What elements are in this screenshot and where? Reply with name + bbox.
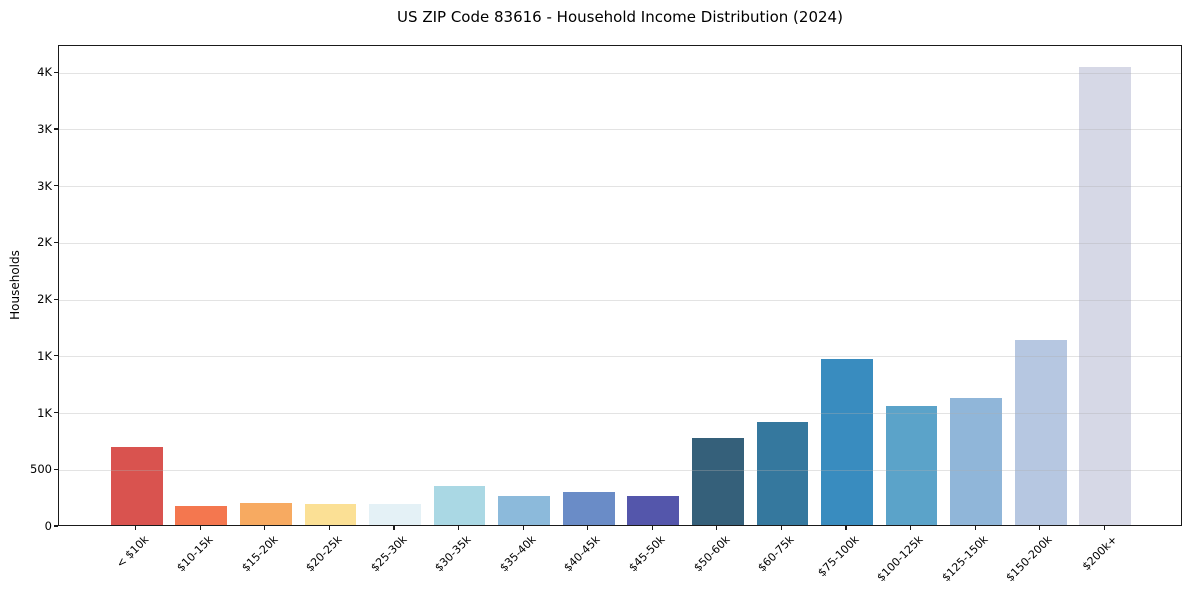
y-axis-label: Households xyxy=(8,250,22,320)
y-tick-mark xyxy=(54,128,58,130)
x-tick-label: $75-100k xyxy=(815,533,862,580)
bar xyxy=(369,504,421,525)
x-tick-label: $200k+ xyxy=(1079,533,1120,574)
x-tick-label: $15-20k xyxy=(238,533,281,575)
x-tick-mark xyxy=(264,526,266,530)
bar xyxy=(1079,66,1132,525)
gridline xyxy=(59,129,1181,131)
x-tick-mark xyxy=(845,526,847,530)
y-tick-mark xyxy=(54,525,58,527)
bar xyxy=(950,397,1002,525)
y-tick-mark xyxy=(54,468,58,470)
x-tick-mark xyxy=(393,526,395,530)
gridline xyxy=(59,356,1181,358)
x-tick-label: < $10k xyxy=(113,533,151,571)
bar xyxy=(562,492,615,525)
x-tick-label: $150-200k xyxy=(1003,533,1055,585)
x-tick-mark xyxy=(1039,526,1041,530)
x-tick-mark xyxy=(199,526,201,530)
x-tick-mark xyxy=(780,526,783,530)
x-tick-mark xyxy=(587,526,589,530)
gridline xyxy=(59,186,1181,188)
x-tick-mark xyxy=(457,526,460,530)
plot-area xyxy=(58,45,1182,526)
x-tick-mark xyxy=(1103,526,1105,530)
x-tick-label: $20-25k xyxy=(303,533,345,575)
y-tick-mark xyxy=(54,71,58,73)
x-tick-label: $45-50k xyxy=(626,533,668,575)
x-tick-mark xyxy=(974,526,976,530)
gridline xyxy=(59,469,1181,471)
bar xyxy=(1014,340,1067,525)
bar xyxy=(110,447,163,525)
x-tick-label: $30-35k xyxy=(432,533,474,575)
y-tick-mark xyxy=(54,355,58,357)
x-tick-label: $25-30k xyxy=(367,533,410,575)
bar xyxy=(433,485,486,525)
x-tick-mark xyxy=(522,526,524,530)
bar xyxy=(756,422,809,525)
x-tick-mark xyxy=(716,526,718,530)
y-tick-label: 2K xyxy=(37,292,52,307)
x-tick-label: $100-125k xyxy=(874,533,926,585)
gridline xyxy=(59,72,1181,74)
x-tick-mark xyxy=(135,526,137,530)
y-tick-label: 3K xyxy=(37,121,52,136)
y-tick-label: 1K xyxy=(37,348,52,363)
bar xyxy=(304,503,357,525)
bar xyxy=(821,359,873,525)
gridline xyxy=(59,299,1181,301)
gridline xyxy=(59,413,1181,415)
x-tick-mark xyxy=(909,526,912,530)
y-tick-mark xyxy=(54,241,58,243)
y-tick-label: 4K xyxy=(37,65,52,80)
x-tick-mark xyxy=(328,526,330,530)
x-tick-label: $35-40k xyxy=(497,533,539,575)
y-tick-mark xyxy=(54,185,58,187)
y-tick-label: 0 xyxy=(44,519,52,533)
x-tick-label: $40-45k xyxy=(561,533,603,575)
bar xyxy=(692,438,744,525)
y-tick-label: 1K xyxy=(37,405,52,420)
chart-title: US ZIP Code 83616 - Household Income Dis… xyxy=(397,8,843,26)
x-tick-label: $60-75k xyxy=(755,533,797,575)
y-tick-label: 2K xyxy=(37,235,52,250)
gridline xyxy=(59,242,1181,244)
bar xyxy=(627,495,680,525)
bar xyxy=(240,503,292,525)
x-tick-label: $50-60k xyxy=(690,533,733,575)
y-tick-mark xyxy=(54,298,58,300)
x-tick-label: $10-15k xyxy=(174,533,216,575)
bar xyxy=(498,496,550,525)
y-tick-label: 3K xyxy=(37,178,52,193)
x-tick-label: $125-150k xyxy=(939,533,991,585)
bar xyxy=(175,506,228,525)
bar xyxy=(885,405,938,525)
x-tick-mark xyxy=(651,526,653,530)
y-tick-label: 500 xyxy=(30,462,52,477)
y-tick-mark xyxy=(54,411,58,414)
